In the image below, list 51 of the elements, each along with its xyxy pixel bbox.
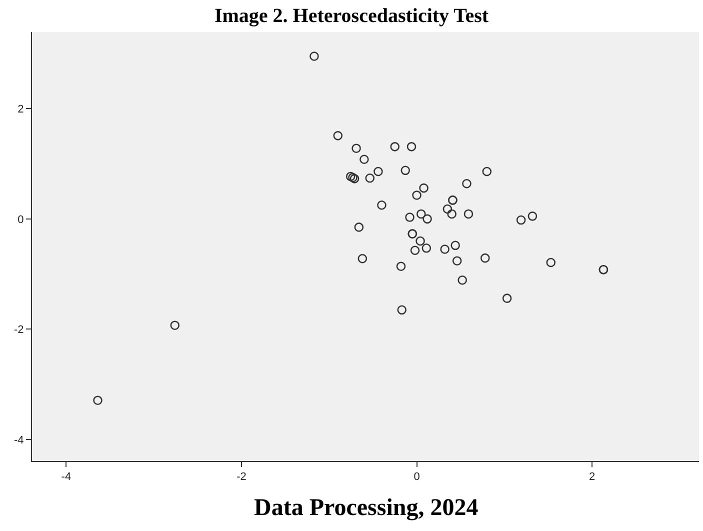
point xyxy=(528,212,538,221)
point xyxy=(358,254,368,264)
chart-title: Image 2. Heteroscedasticity Test xyxy=(214,4,489,27)
point xyxy=(310,52,319,61)
text: Data Processing, 2024 xyxy=(254,495,478,521)
point xyxy=(406,142,416,152)
point xyxy=(442,204,452,214)
point xyxy=(93,396,102,405)
point xyxy=(350,174,360,184)
y-tick-label: 2 xyxy=(18,104,24,116)
point xyxy=(396,262,406,271)
point xyxy=(482,166,492,176)
point xyxy=(352,144,361,153)
point xyxy=(458,275,467,285)
point xyxy=(416,209,426,219)
point xyxy=(390,142,400,152)
point xyxy=(348,172,358,182)
point xyxy=(170,320,180,330)
point xyxy=(374,166,383,176)
point xyxy=(462,178,472,188)
point xyxy=(546,258,556,268)
point xyxy=(346,172,356,182)
y-tick-label: -4 xyxy=(14,434,24,446)
point xyxy=(410,246,420,256)
point xyxy=(480,253,490,263)
x-tick-label: -2 xyxy=(236,471,246,484)
point xyxy=(365,173,375,183)
x-tick-label: 2 xyxy=(589,471,596,484)
point xyxy=(400,166,410,176)
point xyxy=(419,183,428,193)
point xyxy=(440,244,450,254)
point xyxy=(397,305,407,315)
point xyxy=(464,209,474,219)
point xyxy=(405,212,414,222)
point xyxy=(447,209,456,219)
point xyxy=(452,256,462,266)
point xyxy=(354,222,364,232)
point xyxy=(502,294,512,303)
point xyxy=(516,215,526,225)
point xyxy=(412,190,422,200)
point xyxy=(377,200,386,210)
point xyxy=(416,236,425,246)
point xyxy=(450,240,460,250)
x-tick-label: -4 xyxy=(61,471,72,484)
y-tick-label: 0 xyxy=(18,214,24,226)
point xyxy=(360,154,369,164)
y-tick-label: -2 xyxy=(14,324,24,336)
x-tick-label: 0 xyxy=(414,471,420,484)
point xyxy=(422,244,432,253)
point xyxy=(422,214,432,224)
point xyxy=(333,131,343,140)
